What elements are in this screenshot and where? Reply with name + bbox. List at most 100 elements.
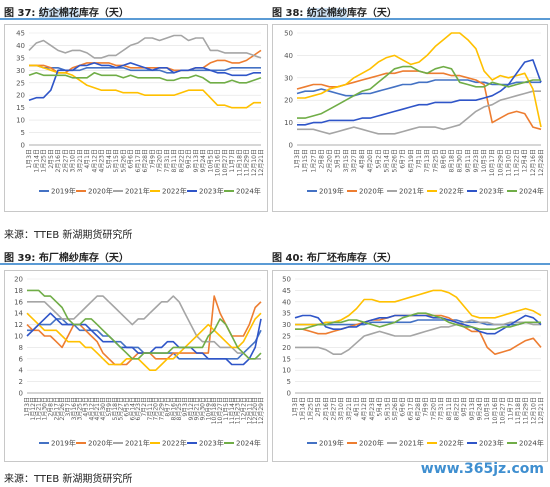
x-tick-label: 3月25日 xyxy=(77,397,84,420)
x-tick-label: 10月27日 xyxy=(217,397,224,424)
y-tick-label: 2 xyxy=(19,378,23,386)
y-tick-label: 0 xyxy=(19,390,23,398)
x-tick-label: 10月16日 xyxy=(215,149,222,176)
watermark: www.365jz.com xyxy=(420,461,544,477)
legend-label: 2022年 xyxy=(439,187,464,196)
x-tick-label: 8月7日 xyxy=(164,397,171,417)
series-line-2020年 xyxy=(295,314,542,355)
x-tick-label: 2月20日 xyxy=(327,149,334,172)
figure-label: 图 39: xyxy=(4,253,36,264)
x-tick-label: 5月26日 xyxy=(392,397,399,420)
x-tick-label: 5月9日 xyxy=(106,397,113,417)
source-note: 来源：TTEB 新湖期货研究所 xyxy=(4,230,133,241)
x-tick-label: 9月23日 xyxy=(473,149,480,172)
y-tick-label: 0 xyxy=(289,142,293,150)
x-tick-label: 5月15日 xyxy=(113,149,120,172)
title-underline xyxy=(0,263,550,265)
x-tick-label: 7月9日 xyxy=(423,397,430,417)
y-tick-label: 45 xyxy=(282,287,291,295)
series-line-2022年 xyxy=(297,32,542,128)
series-line-2022年 xyxy=(29,64,261,109)
x-tick-label: 9月11日 xyxy=(465,149,472,172)
x-tick-label: 9月3日 xyxy=(182,397,189,417)
x-tick-label: 12月29日 xyxy=(258,397,265,424)
y-tick-label: 35 xyxy=(16,54,25,62)
x-tick-label: 9月2日 xyxy=(186,149,193,169)
x-tick-label: 1月25日 xyxy=(41,149,48,172)
figure-title-post: 库存（天） xyxy=(78,8,129,19)
figure-title: 图 40: 布厂坯布库存（天） xyxy=(272,249,397,264)
x-tick-label: 1月21日 xyxy=(36,397,43,420)
x-tick-label: 12月11日 xyxy=(246,397,253,424)
x-tick-label: 1月3日 xyxy=(294,149,301,169)
x-tick-label: 6月17日 xyxy=(135,149,142,172)
legend-label: 2024年 xyxy=(236,439,261,448)
legend-label: 2024年 xyxy=(236,187,261,196)
x-tick-label: 9月24日 xyxy=(200,149,207,172)
y-tick-label: 20 xyxy=(14,276,23,284)
y-tick-label: 20 xyxy=(284,97,293,105)
x-tick-label: 10月5日 xyxy=(481,149,488,172)
x-tick-label: 4月12日 xyxy=(91,149,98,172)
x-tick-label: 12月20日 xyxy=(252,397,259,424)
figure-title-pre: 布厂棉纱库存（天） xyxy=(38,253,129,264)
y-tick-label: 20 xyxy=(282,344,291,352)
legend-label: 2021年 xyxy=(399,187,424,196)
x-tick-label: 10月5日 xyxy=(484,397,491,420)
x-tick-label: 5月26日 xyxy=(120,149,127,172)
x-tick-label: 1月14日 xyxy=(300,397,307,420)
x-tick-label: 5月2日 xyxy=(375,149,382,169)
x-tick-label: 5月4日 xyxy=(377,397,384,417)
x-tick-label: 8月22日 xyxy=(178,149,185,172)
x-tick-label: 8月6日 xyxy=(440,149,447,169)
x-tick-label: 6月14日 xyxy=(129,397,136,420)
x-tick-label: 11月10日 xyxy=(505,149,512,176)
x-tick-label: 10月17日 xyxy=(489,149,496,176)
y-tick-label: 8 xyxy=(19,344,23,352)
x-tick-label: 4月23日 xyxy=(99,149,106,172)
x-tick-label: 9月13日 xyxy=(469,397,476,420)
y-tick-label: 25 xyxy=(16,79,25,87)
x-tick-label: 10月27日 xyxy=(500,397,507,424)
x-tick-label: 8月11日 xyxy=(446,397,453,420)
x-tick-label: 4月12日 xyxy=(88,397,95,420)
legend-label: 2023年 xyxy=(199,187,224,196)
series-line-2023年 xyxy=(297,59,542,126)
x-tick-label: 11月23日 xyxy=(235,397,242,424)
y-tick-label: 0 xyxy=(21,142,25,150)
x-tick-label: 10月29日 xyxy=(497,149,504,176)
figure-title: 图 37: 纺企棉花库存（天） xyxy=(4,4,129,19)
y-tick-label: 40 xyxy=(284,52,293,60)
x-tick-label: 6月23日 xyxy=(135,397,142,420)
x-tick-label: 11月29日 xyxy=(523,397,530,424)
x-tick-label: 1月3日 xyxy=(24,397,31,417)
x-tick-label: 10月16日 xyxy=(492,397,499,424)
y-tick-label: 15 xyxy=(282,355,291,363)
x-tick-label: 3月27日 xyxy=(351,149,358,172)
legend-label: 2023年 xyxy=(479,439,504,448)
x-tick-label: 12月10日 xyxy=(530,397,537,424)
x-tick-label: 10月18日 xyxy=(211,397,218,424)
y-tick-label: 20 xyxy=(16,92,25,100)
x-tick-label: 4月3日 xyxy=(83,397,90,417)
x-tick-label: 7月20日 xyxy=(430,397,437,420)
y-tick-label: 25 xyxy=(282,333,291,341)
legend-label: 2021年 xyxy=(125,187,150,196)
x-tick-label: 6月7日 xyxy=(400,149,407,169)
y-tick-label: 16 xyxy=(14,298,23,306)
x-tick-label: 11月7日 xyxy=(229,149,236,172)
x-tick-label: 2月8日 xyxy=(47,397,54,417)
x-tick-label: 11月18日 xyxy=(515,397,522,424)
y-tick-label: 50 xyxy=(282,276,291,284)
x-tick-label: 11月7日 xyxy=(507,397,514,420)
x-tick-label: 11月14日 xyxy=(229,397,236,424)
series-line-2021年 xyxy=(295,319,541,355)
legend-label: 2021年 xyxy=(399,439,424,448)
x-tick-label: 12月28日 xyxy=(538,149,545,176)
series-line-2022年 xyxy=(26,312,262,371)
x-tick-label: 1月15日 xyxy=(302,149,309,172)
x-tick-label: 1月25日 xyxy=(307,397,314,420)
x-tick-label: 7月31日 xyxy=(438,397,445,420)
